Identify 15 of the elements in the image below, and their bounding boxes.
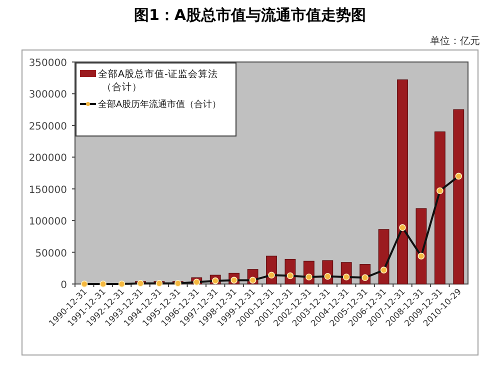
text: 单位：亿元 [430, 35, 480, 47]
y-tick-label: 350000 [28, 58, 67, 69]
bar [434, 131, 446, 284]
y-tick-label: 0 [60, 280, 67, 291]
y-tick-label: 200000 [28, 153, 67, 164]
y-tick-label: 150000 [28, 184, 67, 196]
y-tick-label: 100000 [28, 216, 67, 228]
bar [397, 79, 408, 284]
y-tick-label: 50000 [35, 248, 67, 260]
y-tick-label: 300000 [28, 90, 67, 101]
chart-title: 图1：A股总市值与流通市值走势图 [134, 6, 366, 24]
y-tick-label: 250000 [28, 121, 67, 132]
bar [453, 109, 464, 284]
legend-label: 全部A股总市值-证监会算法（合计） [98, 68, 218, 93]
legend-label: 全部A股历年流通市值（合计） [98, 99, 222, 110]
